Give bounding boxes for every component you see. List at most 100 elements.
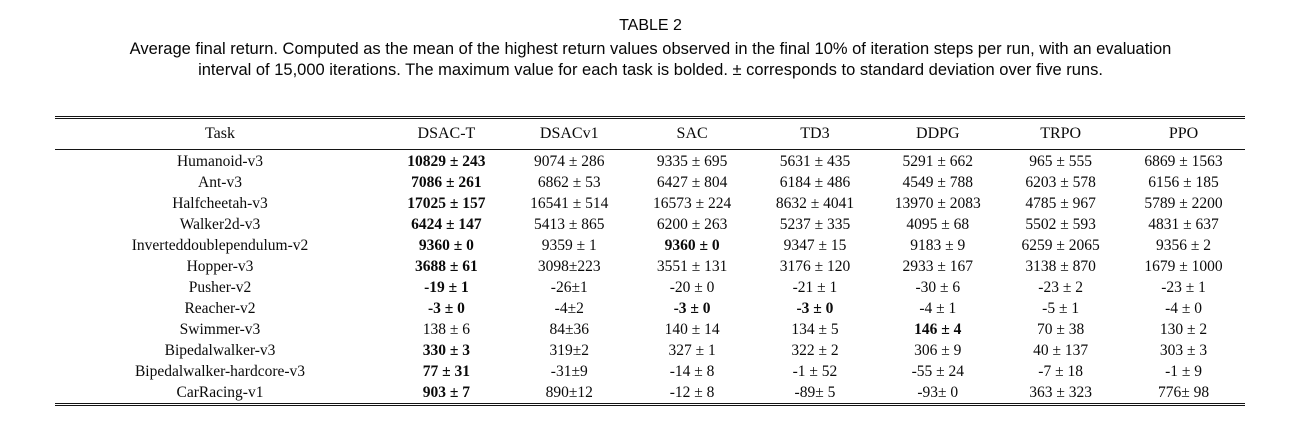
- table-caption-label: TABLE 2: [619, 17, 682, 34]
- value-cell: -1 ± 52: [792, 362, 838, 380]
- table-row: Bipedalwalker-v3 330 ± 3 319±2 327 ± 1 322 ±…: [55, 340, 1245, 361]
- value-cell: 7086 ± 261: [411, 173, 482, 191]
- task-cell: CarRacing-v1: [176, 383, 264, 401]
- value-cell: 9360 ± 0: [664, 236, 720, 254]
- table-caption: TABLE 2 Average final return. Computed a…: [0, 16, 1301, 81]
- value-cell: 306 ± 9: [914, 341, 962, 359]
- task-cell: Hopper-v3: [186, 257, 254, 275]
- value-cell: -19 ± 1: [424, 278, 469, 296]
- value-cell: -89± 5: [794, 383, 836, 401]
- value-cell: -7 ± 18: [1038, 362, 1083, 380]
- value-cell: 363 ± 323: [1029, 383, 1093, 401]
- value-cell: 5631 ± 435: [779, 152, 851, 170]
- table-bottom-rule: [55, 402, 1245, 406]
- task-cell: Reacher-v2: [184, 299, 256, 317]
- results-table-block: Task DSAC-T DSACv1 SAC TD3 DDPG TRPO PPO…: [55, 116, 1245, 406]
- value-cell: 3176 ± 120: [779, 257, 851, 275]
- table-row: Humanoid-v3 10829 ± 243 9074 ± 286 9335 ± 6…: [55, 149, 1245, 172]
- value-cell: -26±1: [550, 278, 588, 296]
- task-cell: Bipedalwalker-v3: [164, 341, 276, 359]
- value-cell: 890±12: [545, 383, 593, 401]
- table-caption-line-1: Average final return. Computed as the me…: [129, 40, 1172, 58]
- column-header-dsacv1: DSACv1: [507, 119, 631, 150]
- table-top-rule: [55, 116, 1245, 119]
- value-cell: -23 ± 2: [1038, 278, 1083, 296]
- value-cell: 9360 ± 0: [418, 236, 474, 254]
- value-cell: 327 ± 1: [668, 341, 716, 359]
- value-cell: -4 ± 0: [1165, 299, 1202, 317]
- value-cell: 70 ± 38: [1037, 320, 1085, 338]
- value-cell: -20 ± 0: [669, 278, 715, 296]
- value-cell: 330 ± 3: [422, 341, 471, 359]
- value-cell: 6156 ± 185: [1148, 173, 1219, 191]
- table-caption-line-2: interval of 15,000 iterations. The maxim…: [198, 61, 1103, 79]
- value-cell: 10829 ± 243: [407, 152, 486, 170]
- value-cell: -21 ± 1: [792, 278, 838, 296]
- table-row: Hopper-v3 3688 ± 61 3098±223 3551 ± 131 3176…: [55, 256, 1245, 277]
- value-cell: -5 ± 1: [1042, 299, 1080, 317]
- value-cell: -1 ± 9: [1165, 362, 1202, 380]
- value-cell: 4831 ± 637: [1148, 215, 1219, 233]
- table-row: Halfcheetah-v3 17025 ± 157 16541 ± 514 1657…: [55, 193, 1245, 214]
- task-cell: Inverteddoublependulum-v2: [131, 236, 309, 254]
- value-cell: 6203 ± 578: [1025, 173, 1096, 191]
- value-cell: 134 ± 5: [791, 320, 839, 338]
- column-header-sac: SAC: [630, 119, 754, 150]
- task-cell: Bipedalwalker-hardcore-v3: [134, 362, 306, 380]
- value-cell: -31±9: [550, 362, 588, 380]
- value-cell: 3688 ± 61: [415, 257, 478, 275]
- value-cell: 16541 ± 514: [530, 194, 609, 212]
- value-cell: -4±2: [554, 299, 584, 317]
- column-header-dsac-t: DSAC-T: [385, 119, 508, 150]
- column-header-trpo: TRPO: [999, 119, 1123, 150]
- value-cell: -23 ± 1: [1161, 278, 1206, 296]
- value-cell: 4095 ± 68: [906, 215, 970, 233]
- value-cell: 4785 ± 967: [1025, 194, 1096, 212]
- value-cell: 322 ± 2: [791, 341, 839, 359]
- header-row: Task DSAC-T DSACv1 SAC TD3 DDPG TRPO PPO: [55, 119, 1245, 150]
- value-cell: 77 ± 31: [422, 362, 471, 380]
- table-row: Reacher-v2 -3 ± 0 -4±2 -3 ± 0 -3 ± 0 -4 ± 1 -5…: [55, 298, 1245, 319]
- value-cell: -93± 0: [917, 383, 959, 401]
- value-cell: 9359 ± 1: [541, 236, 597, 254]
- value-cell: 16573 ± 224: [652, 194, 732, 212]
- task-cell: Pusher-v2: [188, 278, 252, 296]
- table-row: Swimmer-v3 138 ± 6 84±36 140 ± 14 134 ± 5 146…: [55, 319, 1245, 340]
- value-cell: 6427 ± 804: [656, 173, 728, 191]
- value-cell: 5413 ± 865: [534, 215, 605, 233]
- results-table: Task DSAC-T DSACv1 SAC TD3 DDPG TRPO PPO…: [55, 119, 1245, 403]
- value-cell: 6862 ± 53: [537, 173, 601, 191]
- task-cell: Humanoid-v3: [176, 152, 264, 170]
- value-cell: -12 ± 8: [669, 383, 715, 401]
- value-cell: 9347 ± 15: [783, 236, 847, 254]
- value-cell: -3 ± 0: [427, 299, 465, 317]
- value-cell: -30 ± 6: [915, 278, 961, 296]
- value-cell: 3551 ± 131: [656, 257, 728, 275]
- table-row: Pusher-v2 -19 ± 1 -26±1 -20 ± 0 -21 ± 1 -30 ±…: [55, 277, 1245, 298]
- task-cell: Halfcheetah-v3: [172, 194, 268, 212]
- table-row: Ant-v3 7086 ± 261 6862 ± 53 6427 ± 804 6184 …: [55, 172, 1245, 193]
- value-cell: 140 ± 14: [664, 320, 720, 338]
- value-cell: 6184 ± 486: [779, 173, 851, 191]
- value-cell: 303 ± 3: [1159, 341, 1208, 359]
- value-cell: -3 ± 0: [796, 299, 834, 317]
- value-cell: 40 ± 137: [1033, 341, 1089, 359]
- value-cell: 8632 ± 4041: [775, 194, 855, 212]
- value-cell: 5291 ± 662: [902, 152, 974, 170]
- table-row: Bipedalwalker-hardcore-v3 77 ± 31 -31±9 -14…: [55, 361, 1245, 382]
- value-cell: 84±36: [549, 320, 590, 338]
- table-row: Inverteddoublependulum-v2 9360 ± 0 9359 ± …: [55, 235, 1245, 256]
- value-cell: 965 ± 555: [1029, 152, 1093, 170]
- value-cell: -3 ± 0: [673, 299, 711, 317]
- value-cell: 138 ± 6: [422, 320, 471, 338]
- column-header-ddpg: DDPG: [876, 119, 1000, 150]
- task-cell: Ant-v3: [198, 173, 242, 191]
- task-cell: Walker2d-v3: [179, 215, 261, 233]
- value-cell: -4 ± 1: [919, 299, 957, 317]
- value-cell: 5789 ± 2200: [1144, 194, 1223, 212]
- value-cell: 5237 ± 335: [779, 215, 851, 233]
- value-cell: 6424 ± 147: [411, 215, 482, 233]
- value-cell: 903 ± 7: [422, 383, 471, 401]
- value-cell: 6200 ± 263: [656, 215, 728, 233]
- value-cell: 146 ± 4: [914, 320, 962, 338]
